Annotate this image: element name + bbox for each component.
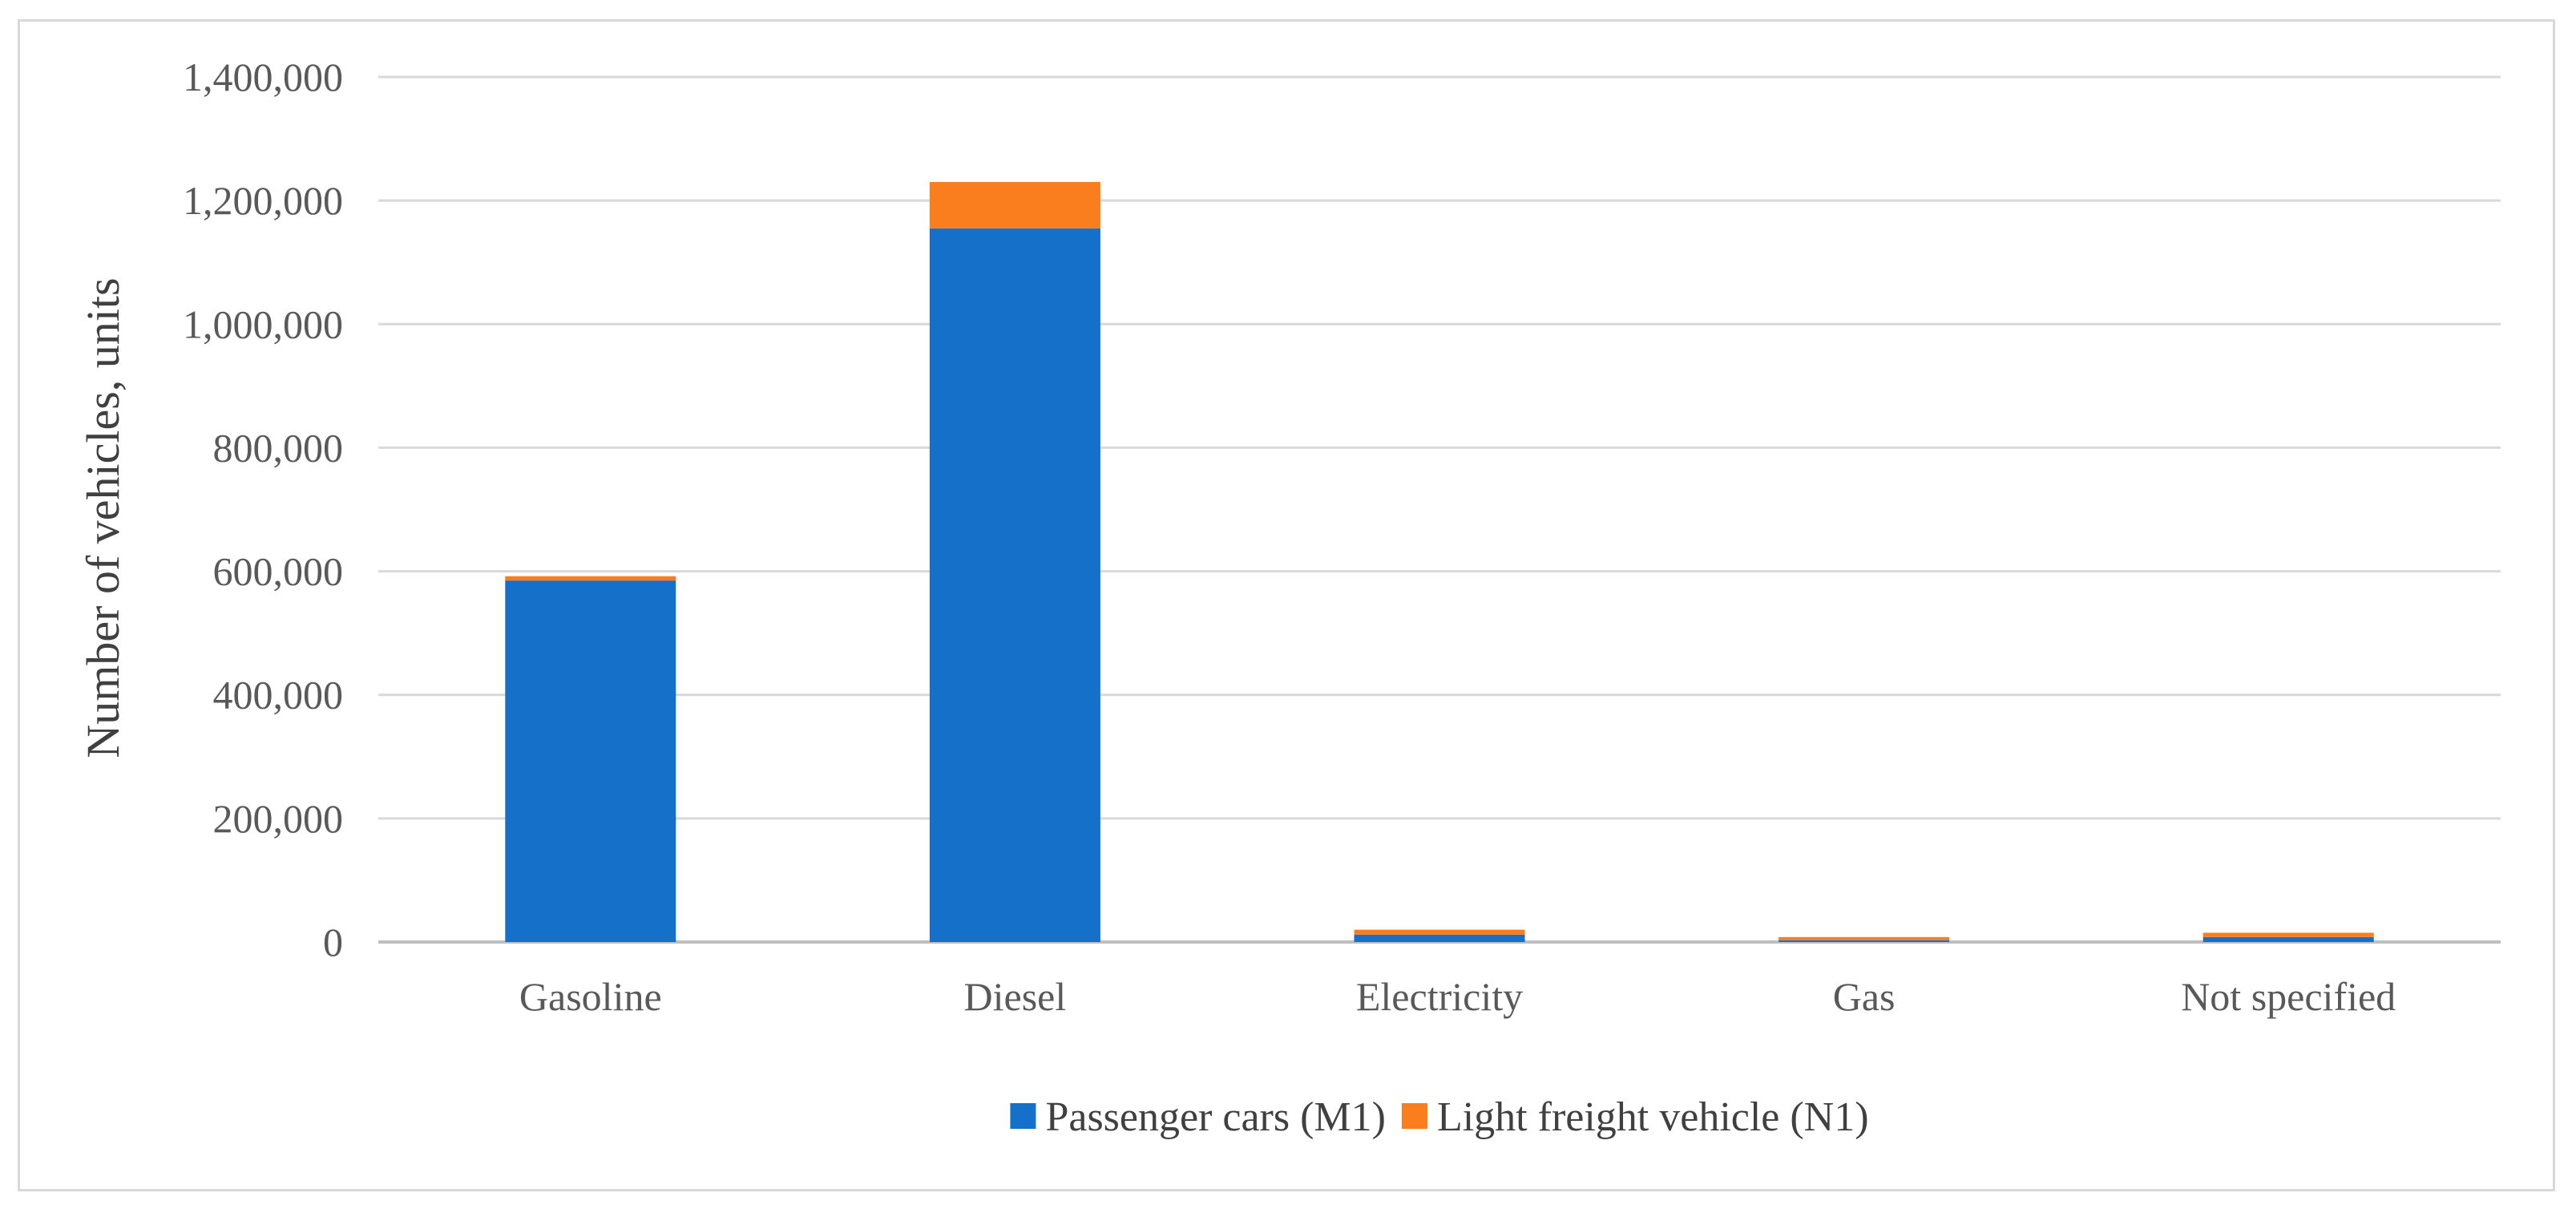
legend-swatch xyxy=(1401,1103,1427,1129)
y-tick-label: 1,400,000 xyxy=(183,55,343,99)
bar-gas-series-2 xyxy=(1779,936,1950,940)
x-axis-ticks: Gasoline Diesel Electricity Gas Not specifie… xyxy=(519,974,2396,1019)
bar-not-specified-series-1 xyxy=(2203,936,2374,942)
y-tick-label: 1,000,000 xyxy=(183,301,343,346)
x-tick-label: Gasoline xyxy=(519,974,662,1019)
chart-frame xyxy=(18,19,2555,1191)
legend: Passenger cars (M1) Light freight vehicle… xyxy=(1010,1094,1869,1140)
y-axis-title: Number of vehicles, units xyxy=(77,277,129,758)
y-tick-label: 200,000 xyxy=(213,796,344,841)
x-tick-label: Gas xyxy=(1833,974,1896,1019)
bar-electricity-series-2 xyxy=(1354,929,1525,935)
bar-diesel-series-2 xyxy=(929,182,1100,228)
bar-not-specified-series-2 xyxy=(2203,932,2374,937)
bars xyxy=(505,182,2374,942)
bar-gas-series-1 xyxy=(1779,940,1950,942)
legend-swatch xyxy=(1010,1103,1036,1129)
y-tick-label: 800,000 xyxy=(213,425,344,470)
bar-gasoline-series-2 xyxy=(505,576,676,581)
x-tick-label: Electricity xyxy=(1356,974,1523,1019)
y-tick-label: 600,000 xyxy=(213,549,344,594)
y-tick-label: 400,000 xyxy=(213,673,344,718)
y-axis-ticks: 0 200,000 400,000 600,000 800,000 1,000,000 1,… xyxy=(183,55,343,964)
bar-electricity-series-1 xyxy=(1354,934,1525,942)
x-tick-label: Diesel xyxy=(964,974,1067,1019)
bar-diesel-series-1 xyxy=(929,228,1100,942)
gridlines xyxy=(378,75,2501,944)
legend-label: Passenger cars (M1) xyxy=(1045,1094,1386,1140)
legend-label: Light freight vehicle (N1) xyxy=(1437,1094,1869,1140)
bar-gasoline-series-1 xyxy=(505,580,676,942)
y-tick-label: 0 xyxy=(323,920,343,964)
y-tick-label: 1,200,000 xyxy=(183,178,343,223)
x-tick-label: Not specified xyxy=(2181,974,2396,1019)
